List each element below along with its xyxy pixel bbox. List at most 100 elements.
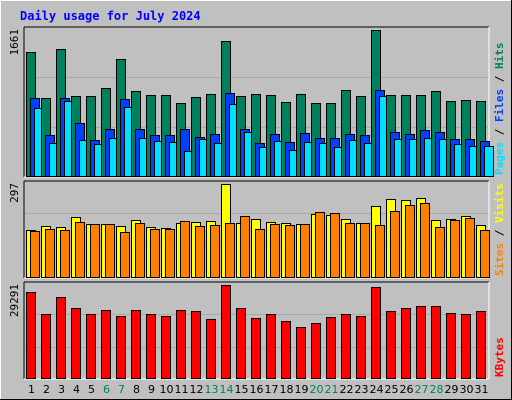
x-tick-label-day-18: 18 — [280, 383, 294, 396]
panel-kbytes-bar-kbytes-day-30 — [461, 314, 471, 379]
x-tick-label-day-9: 9 — [148, 383, 155, 396]
x-tick-label-day-8: 8 — [133, 383, 140, 396]
panel-kbytes-legend: KBytes — [493, 337, 506, 377]
panel-visits-sites-bar-sites-day-12 — [195, 226, 205, 278]
panel-kbytes-bar-kbytes-day-15 — [236, 308, 246, 379]
panel-kbytes-bar-kbytes-day-4 — [71, 308, 81, 379]
panel-visits-sites-bar-sites-day-4 — [75, 222, 85, 278]
panel-visits-sites-bar-sites-day-18 — [285, 225, 295, 278]
panel-visits-sites-bar-sites-day-22 — [345, 223, 355, 278]
panel-visits-sites-bar-sites-day-27 — [420, 203, 430, 278]
panel-visits-sites-bar-sites-day-15 — [240, 216, 250, 278]
x-tick-label-day-1: 1 — [28, 383, 35, 396]
x-tick-label-day-5: 5 — [88, 383, 95, 396]
panel-visits-sites-bar-sites-day-21 — [330, 213, 340, 278]
panel-visits-sites-bar-sites-day-26 — [405, 205, 415, 278]
panel-kbytes-bar-kbytes-day-1 — [26, 292, 36, 379]
panel-kbytes-bar-kbytes-day-8 — [131, 310, 141, 379]
panel-visits-sites-legend-visits: Visits — [493, 183, 506, 223]
panel-hits-files-pages-legend-hits: Hits — [493, 43, 506, 70]
x-tick-label-day-23: 23 — [355, 383, 369, 396]
panel-kbytes-bar-kbytes-day-24 — [371, 287, 381, 379]
panel-kbytes-bar-kbytes-day-11 — [176, 310, 186, 379]
panel-hits-files-pages-legend-separator: / — [493, 69, 506, 89]
panel-kbytes-bar-kbytes-day-25 — [386, 311, 396, 379]
x-tick-label-day-17: 17 — [265, 383, 279, 396]
panel-kbytes-bar-kbytes-day-31 — [476, 311, 486, 379]
panel-kbytes-bar-kbytes-day-14 — [221, 285, 231, 379]
x-tick-label-day-25: 25 — [385, 383, 399, 396]
panel-visits-sites-bar-sites-day-1 — [30, 231, 40, 278]
panel-kbytes-bar-kbytes-day-16 — [251, 318, 261, 379]
panel-visits-sites-bar-sites-day-31 — [480, 230, 490, 278]
panel-kbytes-bar-kbytes-day-19 — [296, 327, 306, 379]
panel-visits-sites-legend-separator: / — [493, 223, 506, 243]
panel-visits-sites-bar-sites-day-16 — [255, 229, 265, 278]
panel-visits-sites-bar-sites-day-24 — [375, 225, 385, 278]
panel-kbytes-bar-kbytes-day-23 — [356, 316, 366, 379]
panel-visits-sites-bar-sites-day-28 — [435, 227, 445, 278]
panel-kbytes-bar-kbytes-day-27 — [416, 306, 426, 379]
x-tick-label-day-27: 27 — [415, 383, 429, 396]
panel-visits-sites-legend: Sites / Visits — [493, 183, 506, 276]
panel-kbytes-bar-kbytes-day-6 — [101, 310, 111, 379]
panel-kbytes-legend-kbytes: KBytes — [493, 337, 506, 377]
panel-visits-sites-bar-sites-day-7 — [120, 232, 130, 278]
panel-kbytes-bar-kbytes-day-28 — [431, 306, 441, 379]
x-tick-label-day-4: 4 — [73, 383, 80, 396]
panel-visits-sites-bar-sites-day-6 — [105, 224, 115, 278]
panel-visits-sites-bar-sites-day-19 — [300, 224, 310, 278]
x-tick-label-day-6: 6 — [103, 383, 110, 396]
panel-kbytes-bar-kbytes-day-29 — [446, 313, 456, 379]
x-tick-label-day-26: 26 — [400, 383, 414, 396]
panel-kbytes-bar-kbytes-day-2 — [41, 314, 51, 379]
x-tick-label-day-16: 16 — [250, 383, 264, 396]
x-tick-label-day-29: 29 — [445, 383, 459, 396]
x-tick-label-day-12: 12 — [190, 383, 204, 396]
x-tick-label-day-22: 22 — [340, 383, 354, 396]
panel-kbytes-bar-kbytes-day-22 — [341, 314, 351, 379]
panel-kbytes-bar-kbytes-day-26 — [401, 308, 411, 379]
panel-visits-sites-bar-sites-day-30 — [465, 218, 475, 278]
x-tick-label-day-28: 28 — [430, 383, 444, 396]
x-tick-label-day-10: 10 — [160, 383, 174, 396]
panel-kbytes-bar-kbytes-day-21 — [326, 317, 336, 379]
panel-visits-sites-bar-sites-day-25 — [390, 211, 400, 278]
x-tick-label-day-7: 7 — [118, 383, 125, 396]
panel-visits-sites-bar-sites-day-14 — [225, 223, 235, 278]
panel-visits-sites-bar-sites-day-17 — [270, 224, 280, 278]
panel-kbytes-bar-kbytes-day-7 — [116, 316, 126, 379]
panel-hits-files-pages-legend: Pages / Files / Hits — [493, 43, 506, 176]
chart-title: Daily usage for July 2024 — [20, 9, 201, 23]
x-tick-label-day-15: 15 — [235, 383, 249, 396]
x-tick-label-day-14: 14 — [220, 383, 234, 396]
panel-hits-files-pages-legend-files: Files — [493, 89, 506, 122]
panel-hits-files-pages-legend-separator: / — [493, 122, 506, 142]
panel-kbytes-bar-kbytes-day-5 — [86, 314, 96, 379]
panel-visits-sites-bar-sites-day-2 — [45, 229, 55, 278]
panel-kbytes-bar-kbytes-day-3 — [56, 297, 66, 379]
panel-kbytes-bar-kbytes-day-20 — [311, 323, 321, 379]
panel-visits-sites-bar-sites-day-8 — [135, 223, 145, 278]
panel-kbytes-bar-kbytes-day-10 — [161, 316, 171, 379]
x-tick-label-day-21: 21 — [325, 383, 339, 396]
panel-kbytes-y-max-label: 29291 — [8, 284, 21, 317]
panel-visits-sites-legend-sites: Sites — [493, 243, 506, 276]
x-tick-label-day-13: 13 — [205, 383, 219, 396]
panel-visits-sites-bar-sites-day-20 — [315, 212, 325, 278]
panel-visits-sites-bar-sites-day-13 — [210, 225, 220, 278]
x-tick-label-day-2: 2 — [43, 383, 50, 396]
panel-visits-sites-bar-sites-day-11 — [180, 221, 190, 278]
panel-visits-sites-bar-sites-day-5 — [90, 224, 100, 278]
panel-kbytes-bar-kbytes-day-17 — [266, 314, 276, 379]
panel-kbytes-bar-kbytes-day-9 — [146, 314, 156, 379]
panel-visits-sites-bar-sites-day-10 — [165, 229, 175, 278]
panel-hits-files-pages-legend-pages: Pages — [493, 142, 506, 175]
x-tick-label-day-30: 30 — [460, 383, 474, 396]
panel-kbytes-bar-kbytes-day-13 — [206, 319, 216, 379]
panel-visits-sites-bar-sites-day-29 — [450, 220, 460, 278]
panel-hits-files-pages-bar-pages-day-31 — [484, 146, 494, 177]
x-tick-label-day-24: 24 — [370, 383, 384, 396]
